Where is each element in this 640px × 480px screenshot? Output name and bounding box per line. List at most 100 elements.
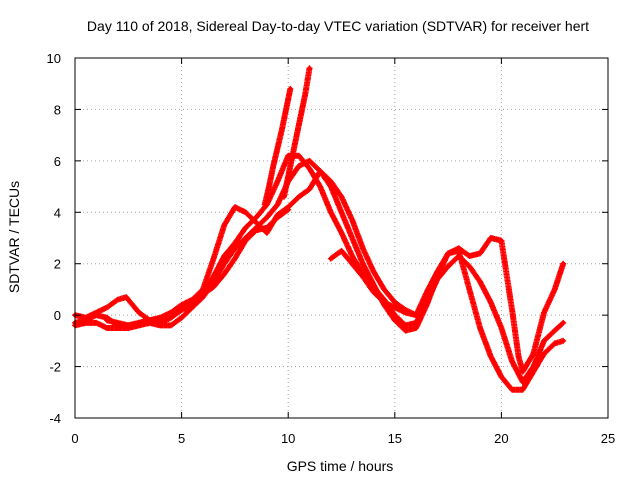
data-point: [232, 204, 238, 210]
data-point: [403, 310, 408, 315]
series-track-3: [72, 157, 567, 393]
data-point: [179, 302, 184, 308]
data-point: [488, 300, 493, 305]
data-point: [294, 132, 299, 138]
data-point: [435, 274, 440, 279]
series-spike-a: [261, 85, 294, 208]
data-point: [94, 312, 99, 318]
data-point: [371, 289, 376, 295]
data-point: [296, 153, 302, 158]
series-markers: [280, 65, 313, 200]
data-point: [200, 292, 206, 297]
data-point: [561, 320, 566, 326]
data-point: [136, 310, 142, 315]
data-point: [317, 184, 323, 189]
data-point: [286, 207, 291, 212]
data-point: [317, 168, 323, 174]
series-track-5: [327, 247, 420, 319]
data-point: [296, 194, 302, 200]
data-point: [286, 174, 291, 179]
data-point: [232, 256, 238, 261]
data-point: [552, 328, 557, 333]
data-point: [381, 287, 387, 292]
data-point: [123, 294, 129, 300]
data-point: [541, 310, 547, 315]
series-markers: [72, 168, 567, 375]
data-point: [296, 163, 302, 169]
data-point: [254, 228, 259, 233]
data-point: [279, 127, 285, 133]
data-point: [467, 287, 472, 292]
data-point: [158, 323, 163, 328]
data-series: [72, 65, 567, 393]
data-point: [499, 325, 504, 331]
data-point: [307, 186, 312, 192]
data-point: [136, 320, 142, 326]
data-point: [222, 271, 227, 277]
data-point: [254, 215, 259, 220]
data-point: [179, 307, 184, 313]
data-point: [516, 354, 521, 359]
series-track-4: [104, 206, 292, 329]
data-point: [104, 318, 110, 323]
data-point: [190, 305, 195, 310]
y-tick-label: 0: [54, 308, 61, 323]
data-point: [531, 351, 536, 356]
data-point: [328, 210, 334, 215]
data-point: [381, 300, 387, 305]
data-point: [264, 225, 270, 230]
data-point: [499, 238, 504, 243]
data-point: [552, 341, 557, 346]
data-point: [403, 328, 408, 333]
data-point: [168, 310, 174, 315]
data-point: [307, 166, 312, 171]
data-point: [243, 225, 248, 230]
x-tick-label: 5: [178, 431, 185, 446]
data-point: [520, 369, 525, 374]
data-point: [179, 315, 184, 320]
data-point: [271, 163, 276, 169]
data-point: [115, 325, 120, 331]
data-point: [360, 261, 366, 266]
data-point: [328, 184, 334, 189]
series-track-1: [72, 168, 567, 375]
data-point: [467, 253, 472, 259]
data-point: [349, 235, 355, 241]
data-point: [360, 246, 366, 251]
data-point: [456, 248, 461, 254]
data-point: [541, 351, 547, 356]
series-track-2: [72, 152, 567, 385]
y-tick-label: 2: [54, 257, 61, 272]
data-point: [477, 325, 483, 331]
data-point: [349, 261, 355, 266]
x-tick-label: 10: [281, 431, 295, 446]
data-point: [360, 274, 366, 279]
series-spike-b: [280, 65, 313, 200]
data-point: [275, 179, 280, 184]
data-point: [552, 287, 557, 292]
data-point: [445, 264, 451, 269]
x-tick-label: 15: [388, 431, 402, 446]
data-point: [371, 282, 376, 287]
series-markers: [104, 206, 292, 329]
data-point: [477, 279, 483, 284]
data-point: [104, 325, 110, 331]
data-point: [243, 210, 248, 215]
plot-frame: [74, 57, 609, 419]
data-point: [147, 318, 152, 323]
data-point: [509, 359, 515, 364]
data-point: [264, 230, 270, 236]
data-point: [520, 387, 525, 392]
data-point: [168, 323, 174, 328]
data-point: [541, 338, 547, 344]
data-point: [392, 300, 397, 305]
data-point: [561, 338, 566, 344]
data-point: [339, 194, 344, 200]
data-point: [561, 261, 566, 266]
y-axis-label: SDTVAR / TECUs: [6, 181, 22, 293]
data-point: [94, 320, 99, 326]
data-point: [275, 202, 280, 207]
data-point: [349, 217, 355, 223]
data-point: [328, 256, 334, 261]
